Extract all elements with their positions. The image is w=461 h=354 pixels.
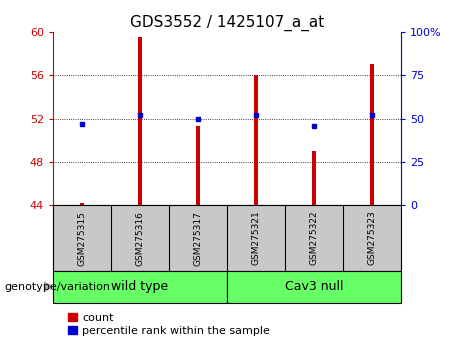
Text: GSM275317: GSM275317 [194, 211, 202, 266]
Text: wild type: wild type [112, 280, 169, 293]
Bar [80, 203, 84, 205]
Bar [254, 75, 258, 205]
Bar [196, 126, 201, 205]
Text: GSM275323: GSM275323 [367, 211, 377, 266]
Text: Cav3 null: Cav3 null [285, 280, 343, 293]
Text: genotype/variation: genotype/variation [5, 282, 111, 292]
Title: GDS3552 / 1425107_a_at: GDS3552 / 1425107_a_at [130, 14, 324, 30]
Bar [138, 37, 142, 205]
Bar [312, 151, 316, 205]
Bar [370, 64, 374, 205]
Bar [227, 271, 401, 303]
Text: GSM275321: GSM275321 [252, 211, 260, 266]
Bar [53, 271, 227, 303]
Legend: count, percentile rank within the sample: count, percentile rank within the sample [68, 313, 270, 336]
Text: GSM275315: GSM275315 [77, 211, 87, 266]
Text: GSM275322: GSM275322 [309, 211, 319, 266]
Polygon shape [44, 282, 53, 292]
Text: GSM275316: GSM275316 [136, 211, 145, 266]
